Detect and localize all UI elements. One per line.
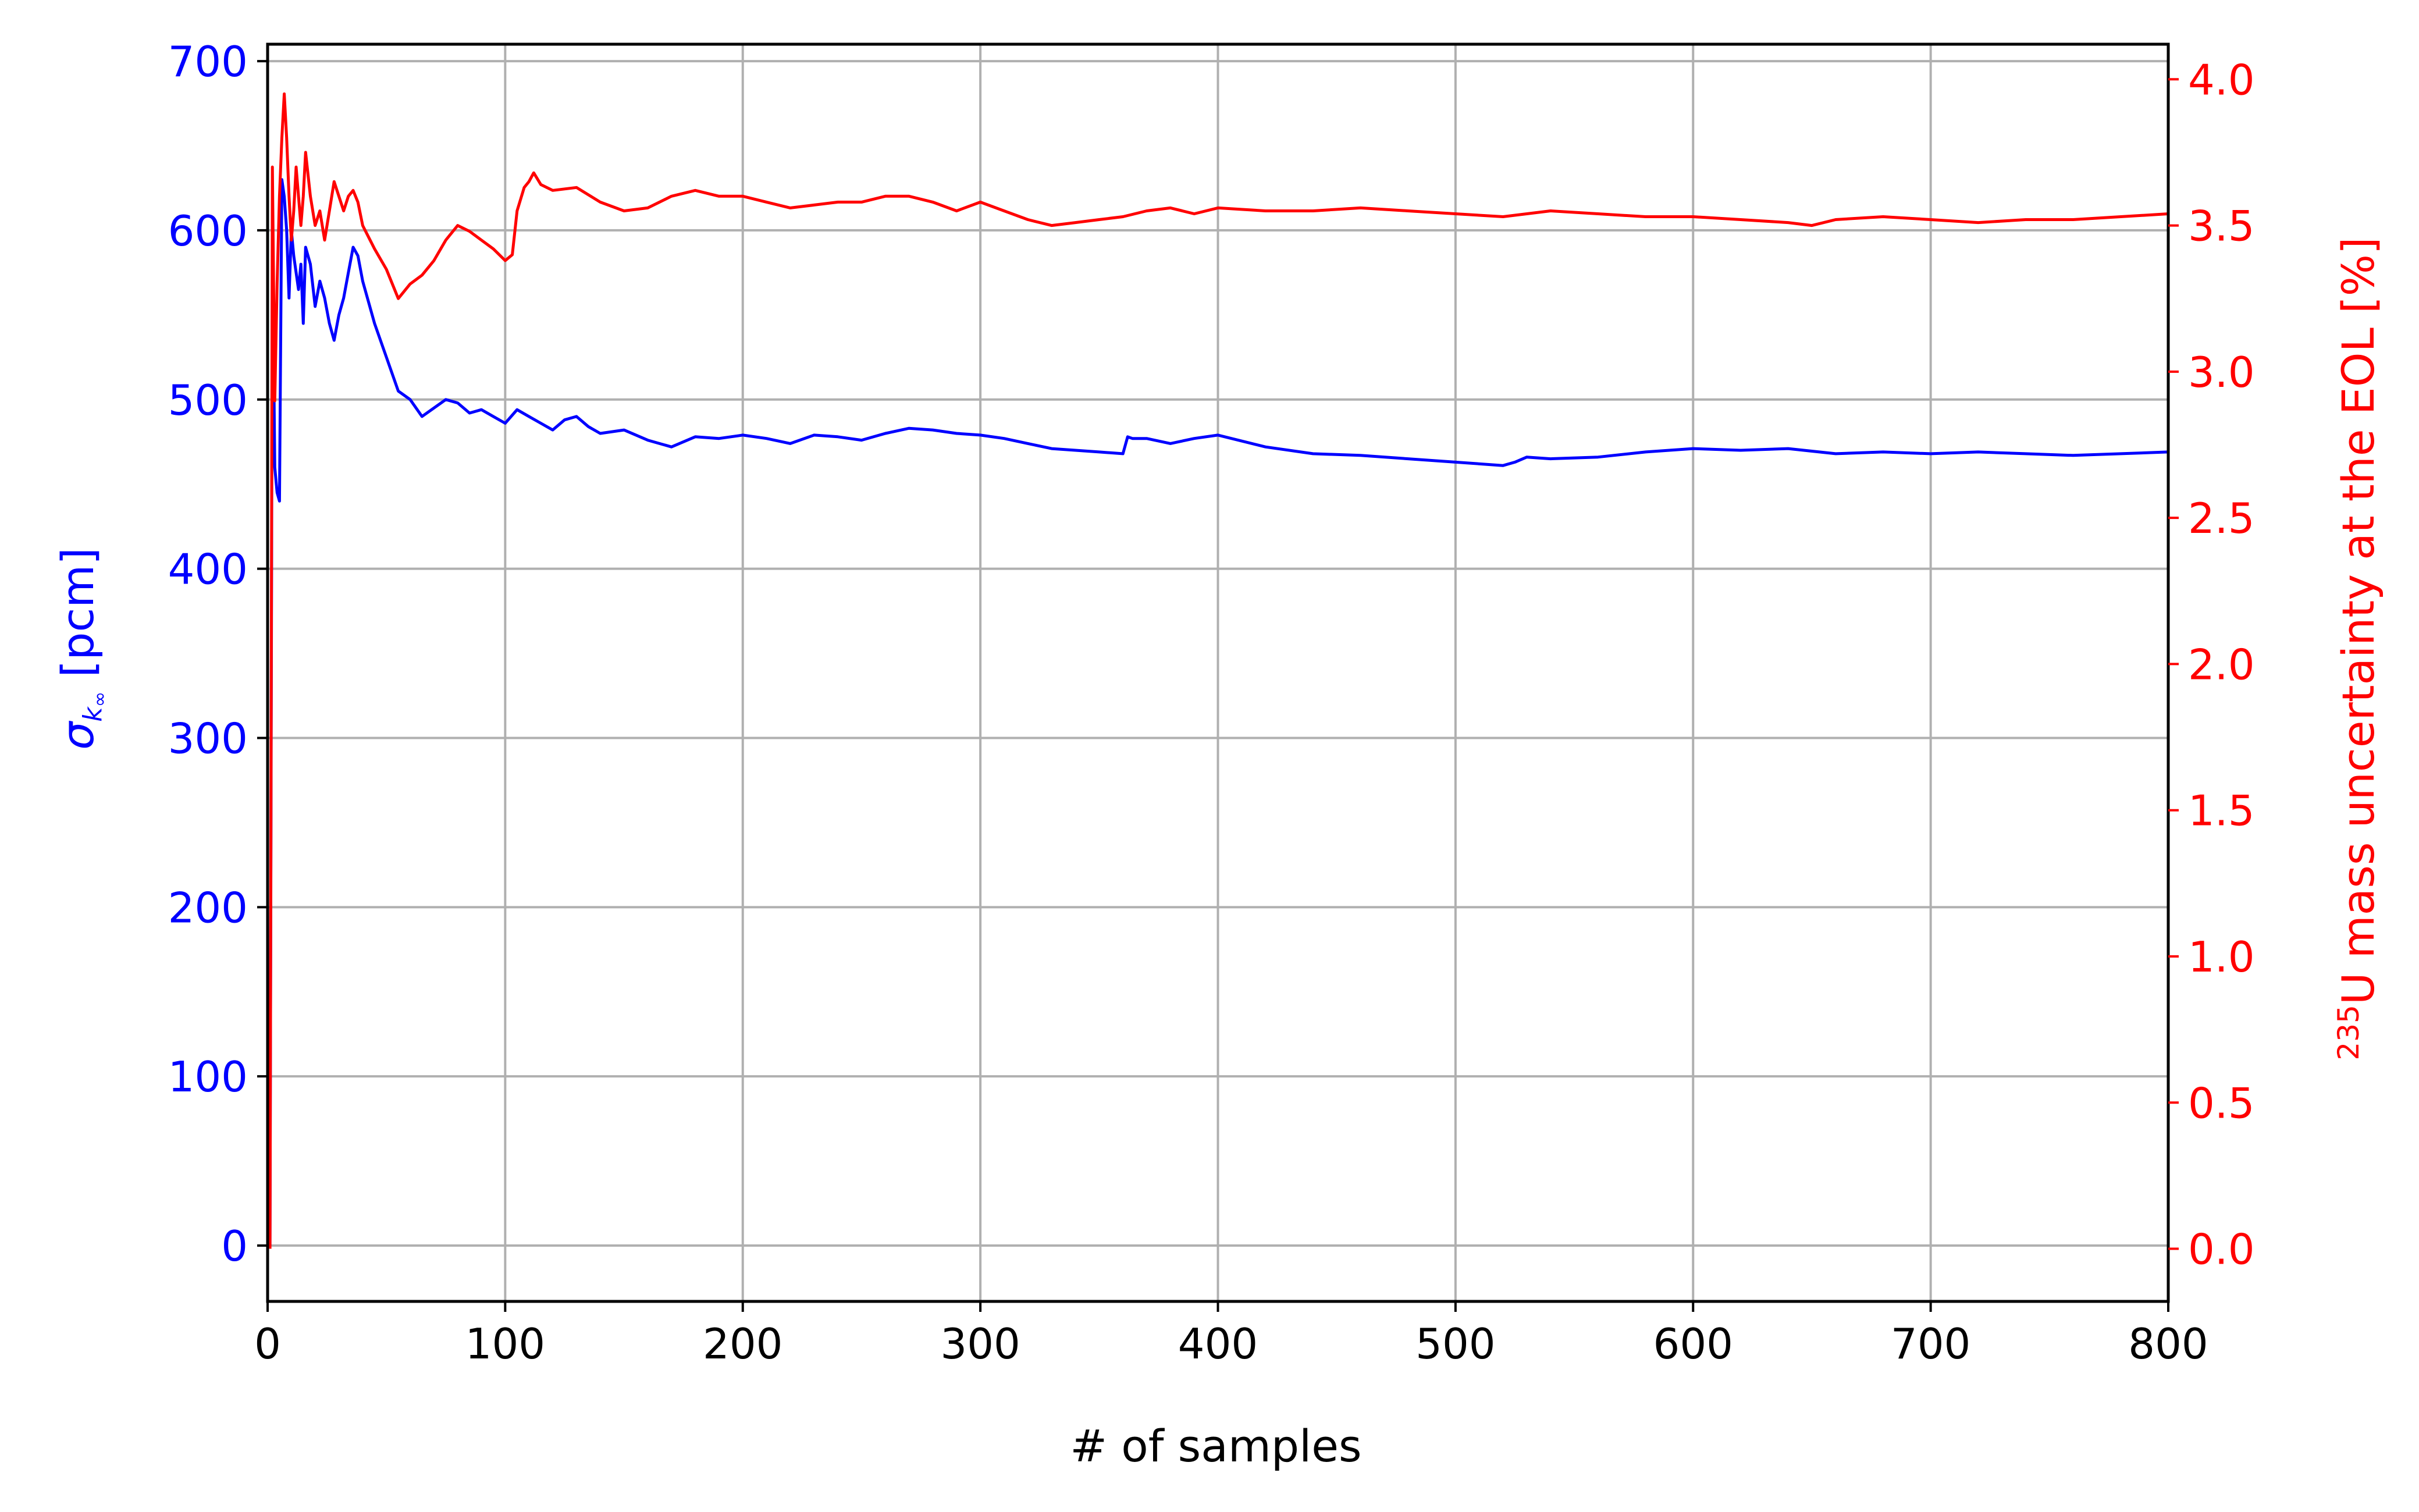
right-y-tick-label: 1.0 <box>2188 933 2255 981</box>
left-y-tick-label: 600 <box>168 207 248 255</box>
right-y-tick-label: 2.0 <box>2188 640 2255 689</box>
right-y-axis-label-sup: 235 <box>2332 1005 2365 1060</box>
right-y-tick-label: 4.0 <box>2188 55 2255 104</box>
x-tick-label: 700 <box>1891 1319 1970 1368</box>
right-y-tick-label: 3.0 <box>2188 348 2255 397</box>
x-tick-label: 800 <box>2128 1319 2208 1368</box>
left-y-tick-label: 700 <box>168 37 248 86</box>
left-y-axis-label-subsub: ∞ <box>88 692 111 707</box>
right-y-axis-ticks: 0.0 0.5 1.0 1.5 2.0 2.5 3.0 3.5 4.0 <box>2168 55 2255 1274</box>
x-tick-label: 200 <box>703 1319 782 1368</box>
x-tick-label: 400 <box>1178 1319 1258 1368</box>
right-y-axis-label: 235U mass uncertainty at the EOL [%] <box>2332 237 2384 1060</box>
right-y-tick-label: 1.5 <box>2188 787 2255 835</box>
left-y-axis-ticks: 0 100 200 300 400 500 600 700 <box>168 37 268 1271</box>
x-tick-label: 600 <box>1653 1319 1733 1368</box>
left-y-tick-label: 300 <box>168 714 248 763</box>
right-y-tick-label: 3.5 <box>2188 202 2255 251</box>
left-y-axis-label-unit: [pcm] <box>52 547 104 692</box>
left-y-tick-label: 0 <box>221 1222 248 1271</box>
left-y-tick-label: 200 <box>168 883 248 932</box>
right-y-tick-label: 0.0 <box>2188 1225 2255 1274</box>
x-tick-label: 0 <box>254 1319 281 1368</box>
x-axis-ticks: 0 100 200 300 400 500 600 700 800 <box>254 1301 2208 1368</box>
x-tick-label: 100 <box>465 1319 545 1368</box>
x-tick-label: 500 <box>1415 1319 1495 1368</box>
left-y-tick-label: 100 <box>168 1052 248 1101</box>
grid-lines <box>266 44 2169 1301</box>
right-y-tick-label: 2.5 <box>2188 494 2255 543</box>
left-y-axis-label-sigma: σ <box>52 720 104 750</box>
left-y-tick-label: 400 <box>168 545 248 594</box>
x-tick-label: 300 <box>940 1319 1020 1368</box>
right-y-tick-label: 0.5 <box>2188 1079 2255 1127</box>
left-y-axis-label-sub: k <box>78 706 108 722</box>
right-y-axis-label-text: U mass uncertainty at the EOL [%] <box>2332 237 2384 1005</box>
x-axis-label: # of samples <box>1070 1420 1361 1472</box>
sigma-k-inf-line <box>268 178 2169 1246</box>
left-y-tick-label: 500 <box>168 376 248 425</box>
data-series <box>268 92 2169 1249</box>
u235-uncertainty-line <box>268 92 2169 1249</box>
left-y-axis-label: σk∞ [pcm] <box>52 547 111 750</box>
